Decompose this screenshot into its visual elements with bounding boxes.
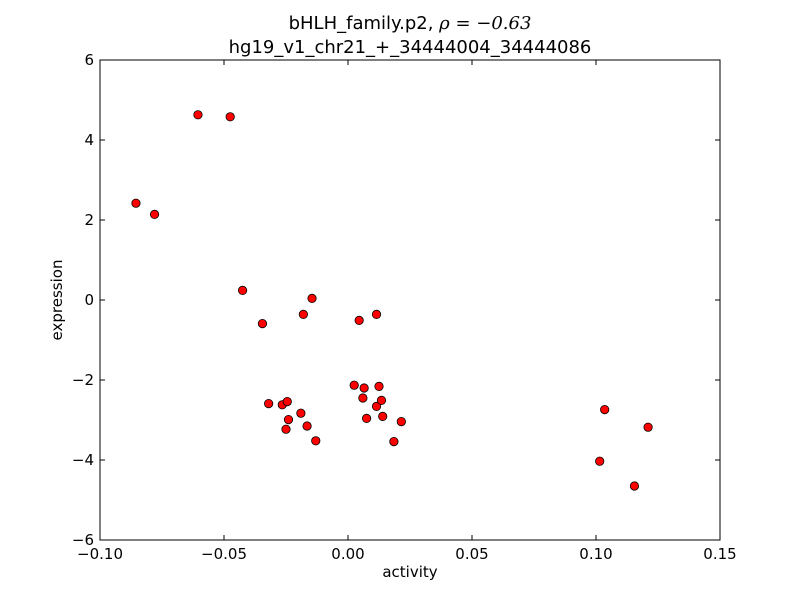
data-point xyxy=(374,381,384,391)
plot-area: −0.10 −0.05 0.00 0.05 0.10 0.15 −6 −4 −2 0 2 4 6 xyxy=(72,51,737,563)
data-point xyxy=(643,422,653,432)
data-point xyxy=(358,393,368,403)
x-tick-label: 0.00 xyxy=(331,545,364,563)
data-point xyxy=(371,401,382,411)
y-tick-label: 6 xyxy=(84,51,94,69)
data-point xyxy=(376,395,387,405)
data-point xyxy=(302,421,312,431)
x-tick-label: 0.05 xyxy=(455,545,488,563)
data-point xyxy=(296,408,306,418)
data-point xyxy=(307,293,317,303)
data-point xyxy=(349,380,359,390)
data-point xyxy=(282,396,292,407)
data-point xyxy=(193,110,203,120)
data-point xyxy=(629,481,640,491)
data-point xyxy=(298,309,308,319)
y-tick-label: −6 xyxy=(72,531,94,549)
x-tick-label: −0.05 xyxy=(201,545,247,563)
data-point xyxy=(238,285,248,295)
data-point xyxy=(149,209,160,219)
y-axis-label: expression xyxy=(48,260,66,341)
data-point xyxy=(396,416,406,427)
y-tick-label: −4 xyxy=(72,451,94,469)
y-tick-label: 4 xyxy=(84,131,94,149)
data-point xyxy=(371,309,382,319)
data-point xyxy=(131,198,141,208)
data-point xyxy=(257,318,268,329)
x-tick-label: 0.10 xyxy=(579,545,612,563)
x-axis-label: activity xyxy=(382,563,437,581)
chart-title-line1: bHLH_family.p2, ρ = −0.63 xyxy=(289,13,532,34)
y-tick-label: 0 xyxy=(84,291,94,309)
data-points xyxy=(131,110,653,491)
plot-background xyxy=(100,60,720,540)
y-axis-ticks: −6 −4 −2 0 2 4 6 xyxy=(72,51,720,549)
x-tick-label: 0.15 xyxy=(703,545,736,563)
data-point xyxy=(378,411,388,421)
y-tick-label: 2 xyxy=(84,211,94,229)
data-point xyxy=(225,112,235,122)
chart-title-line2: hg19_v1_chr21_+_34444004_34444086 xyxy=(229,37,592,58)
data-point xyxy=(361,413,372,423)
data-point xyxy=(389,436,399,447)
data-point xyxy=(281,424,291,434)
x-axis-ticks: −0.10 −0.05 0.00 0.05 0.10 0.15 xyxy=(77,60,737,563)
data-point xyxy=(595,456,605,466)
data-point xyxy=(354,315,364,325)
data-point xyxy=(264,398,274,409)
data-point xyxy=(600,404,610,415)
x-tick-label: −0.10 xyxy=(77,545,123,563)
data-point xyxy=(311,436,321,446)
data-point xyxy=(359,383,369,393)
y-tick-label: −2 xyxy=(72,371,94,389)
data-point xyxy=(283,414,294,425)
